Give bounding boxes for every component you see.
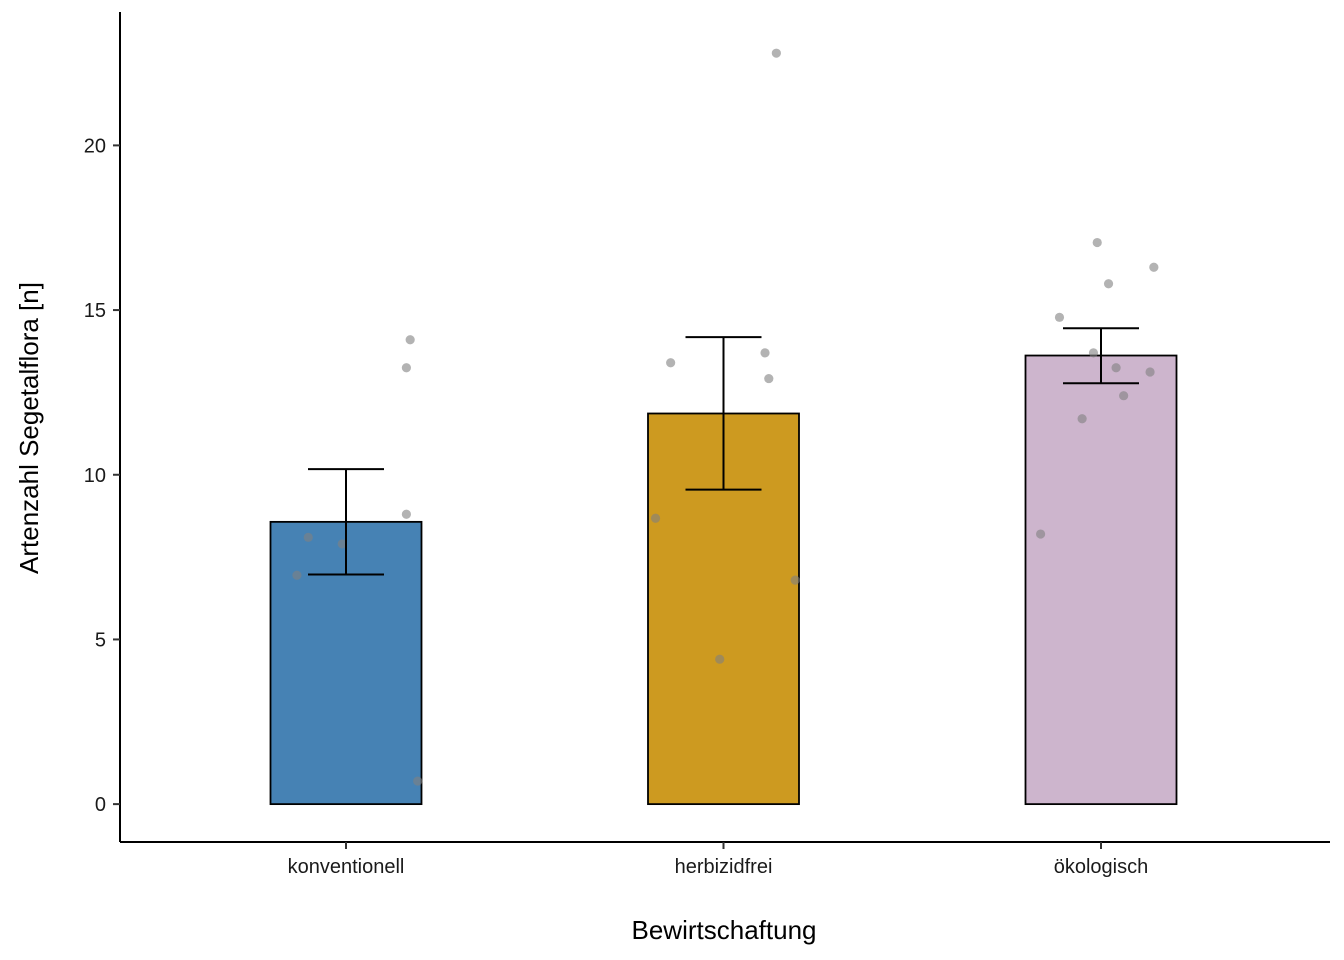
data-point [1054, 312, 1065, 322]
points-layer [292, 48, 1159, 786]
data-point [650, 513, 661, 523]
y-tick-label: 5 [95, 629, 106, 651]
data-point [764, 373, 774, 384]
data-point [401, 509, 411, 519]
data-point [771, 48, 781, 58]
x-tick-label: ökologisch [1054, 856, 1149, 878]
data-point [337, 539, 347, 549]
data-point [1036, 529, 1046, 539]
error-bars-layer [308, 327, 1139, 576]
axes-layer: 0 5 10 15 20 konventionell herbizidfrei ökologi… [84, 12, 1330, 878]
x-axis-title: Bewirtschaftung [632, 915, 817, 945]
error-bar [308, 468, 384, 576]
y-tick-label: 15 [84, 300, 106, 322]
data-point [292, 570, 302, 580]
data-point [401, 363, 411, 373]
data-point [1103, 279, 1114, 289]
data-point [790, 575, 800, 585]
bar-ökologisch [1024, 354, 1178, 806]
data-point [1149, 262, 1159, 272]
data-point [1119, 391, 1129, 401]
y-tick-label: 20 [84, 135, 106, 157]
data-point [405, 335, 415, 345]
x-tick-label: herbizidfrei [675, 856, 773, 878]
data-point [1088, 348, 1099, 358]
data-point [715, 654, 725, 664]
y-tick-label: 10 [84, 465, 106, 487]
data-point [666, 358, 676, 368]
data-point [1111, 363, 1121, 373]
data-point [413, 776, 423, 786]
error-bar [1063, 327, 1139, 385]
data-point [303, 532, 313, 542]
y-axis-title: Artenzahl Segetalflora [n] [14, 282, 44, 574]
data-point [1077, 414, 1087, 424]
error-bar [685, 336, 762, 491]
data-point [1145, 367, 1155, 377]
x-tick-label: konventionell [288, 856, 405, 878]
data-point [1092, 237, 1102, 248]
y-tick-label: 0 [95, 794, 106, 816]
data-point [760, 348, 770, 358]
